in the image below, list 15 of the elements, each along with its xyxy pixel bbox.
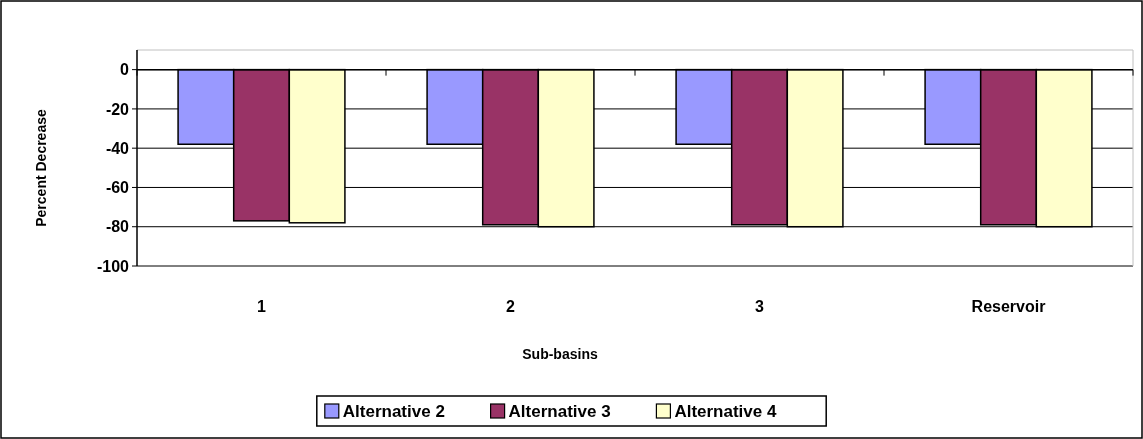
x-tick-label: 3	[755, 298, 765, 315]
y-tick-label: -80	[105, 218, 130, 236]
legend-label: Alternative 3	[508, 402, 611, 421]
x-tick-label: Reservoir	[971, 298, 1046, 315]
x-tick-label: 1	[257, 298, 267, 315]
y-tick-label: 0	[120, 61, 130, 79]
x-axis-title: Sub-basins	[522, 346, 598, 362]
legend-label: Alternative 2	[342, 402, 445, 421]
y-tick-label: -40	[105, 139, 130, 157]
legend-label: Alternative 4	[674, 402, 777, 421]
y-tick-label: -60	[105, 179, 130, 197]
y-tick-label: -100	[96, 257, 130, 275]
x-tick-label: 2	[506, 298, 516, 315]
y-axis-title: Percent Decrease	[33, 109, 49, 227]
y-tick-label: -20	[105, 100, 130, 118]
